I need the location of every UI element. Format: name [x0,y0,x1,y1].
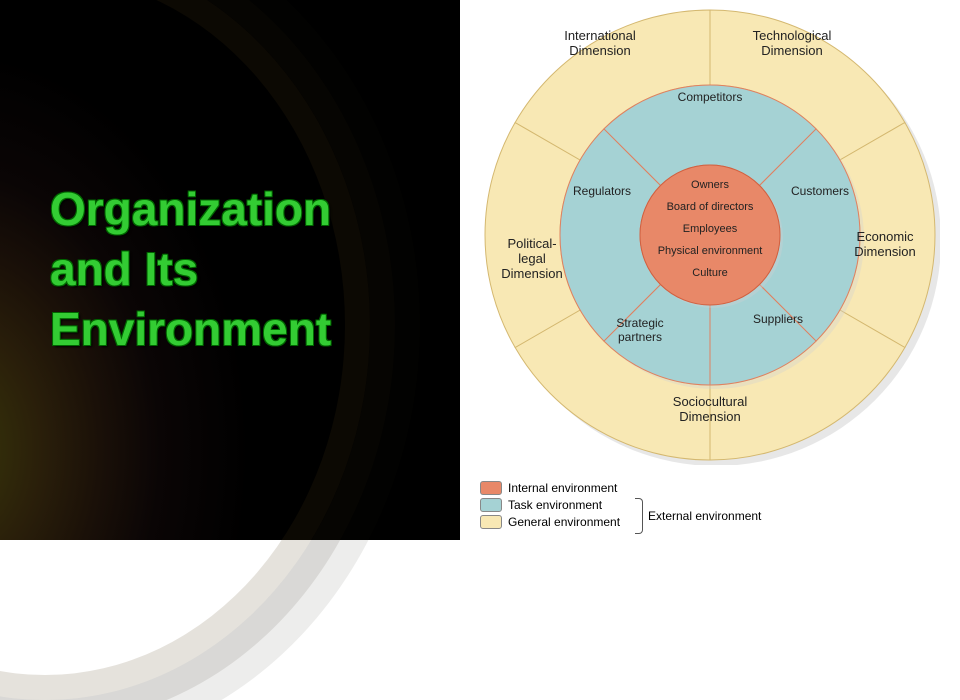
legend-row-0: Internal environment [480,481,620,495]
title-line-3: Environment [50,303,331,355]
slide: Organization and Its Environment Technol… [0,0,960,540]
external-bracket: External environment [635,498,761,534]
core-label-3: Physical environment [640,245,780,258]
bracket-label: External environment [648,509,761,523]
title-line-1: Organization [50,183,331,235]
environment-diagram: TechnologicalDimensionEconomicDimensionS… [480,5,940,465]
outer-label-0: TechnologicalDimension [732,29,852,59]
legend-label-1: Task environment [508,498,602,512]
left-panel: Organization and Its Environment [0,0,460,540]
outer-label-2: SocioculturalDimension [650,395,770,425]
legend-label-2: General environment [508,515,620,529]
title-line-2: and Its [50,243,198,295]
middle-label-0: Competitors [650,91,770,105]
legend-swatch-1 [480,498,502,512]
outer-label-5: InternationalDimension [540,29,660,59]
legend-swatch-2 [480,515,502,529]
legend-row-2: General environment [480,515,620,529]
outer-label-1: EconomicDimension [825,230,945,260]
middle-label-3: Strategicpartners [580,317,700,345]
core-label-4: Culture [640,267,780,280]
core-label-2: Employees [640,223,780,236]
right-panel: TechnologicalDimension EconomicDimension S… [460,0,960,540]
core-label-0: Owners [640,179,780,192]
outer-label-3: Political-legalDimension [472,237,592,282]
legend-row-1: Task environment [480,498,620,512]
legend-label-0: Internal environment [508,481,617,495]
middle-label-2: Suppliers [718,313,838,327]
slide-title: Organization and Its Environment [0,180,331,359]
legend-swatch-0 [480,481,502,495]
core-label-1: Board of directors [640,201,780,214]
bracket-icon [635,498,643,534]
legend: Internal environment Task environment Gene… [480,478,620,532]
